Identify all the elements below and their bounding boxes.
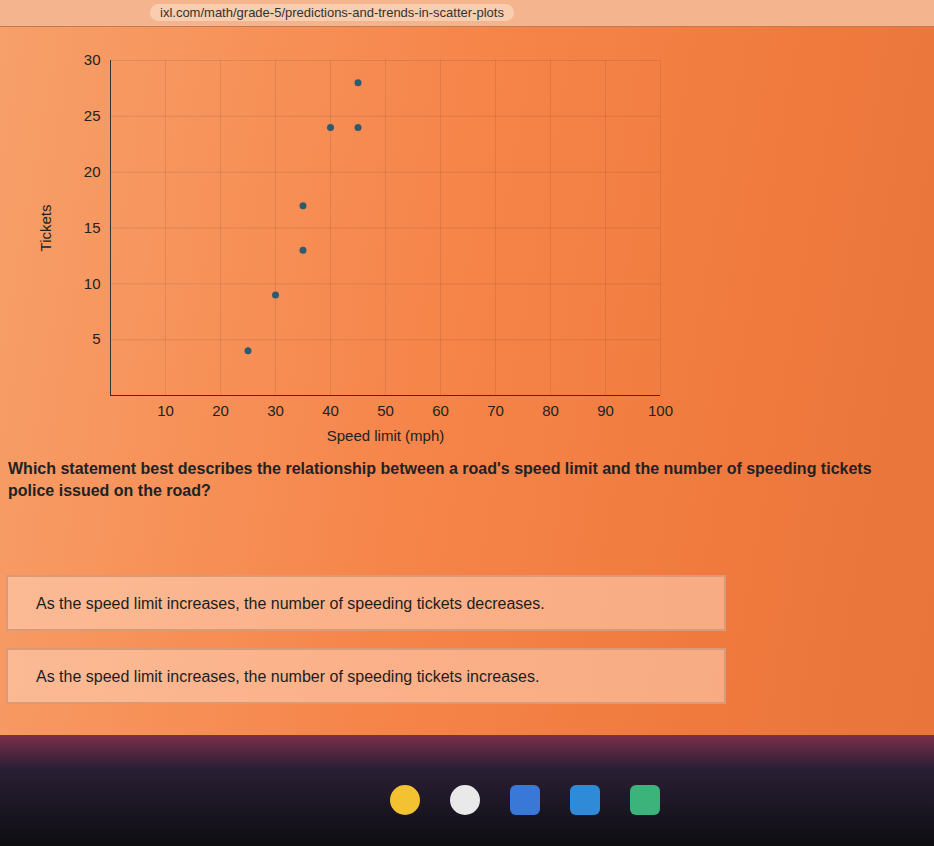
svg-text:20: 20 <box>212 402 229 419</box>
svg-text:40: 40 <box>322 402 339 419</box>
svg-text:Tickets: Tickets <box>37 205 54 252</box>
svg-text:5: 5 <box>92 330 100 347</box>
html-text:Which statement best describes: Which statement best describes the relat… <box>8 460 872 499</box>
svg-text:30: 30 <box>267 402 284 419</box>
svg-text:90: 90 <box>597 402 614 419</box>
svg-text:15: 15 <box>84 219 101 236</box>
svg-text:100: 100 <box>648 402 673 419</box>
svg-text:80: 80 <box>542 402 559 419</box>
svg-text:30: 30 <box>84 51 101 68</box>
svg-text:50: 50 <box>377 402 394 419</box>
svg-text:Speed limit (mph): Speed limit (mph) <box>327 427 445 444</box>
svg-text:10: 10 <box>84 275 101 292</box>
html-text:As the speed limit increases,: As the speed limit increases, the number… <box>36 595 545 612</box>
html-text:As the speed limit increases,: As the speed limit increases, the number… <box>36 668 540 685</box>
svg-text:25: 25 <box>84 107 101 124</box>
svg-text:70: 70 <box>487 402 504 419</box>
html-text:ixl.com/math/grade-5/predictio: ixl.com/math/grade-5/predictions-and-tre… <box>160 5 504 20</box>
svg-text:20: 20 <box>84 163 101 180</box>
svg-text:60: 60 <box>432 402 449 419</box>
svg-text:10: 10 <box>157 402 174 419</box>
